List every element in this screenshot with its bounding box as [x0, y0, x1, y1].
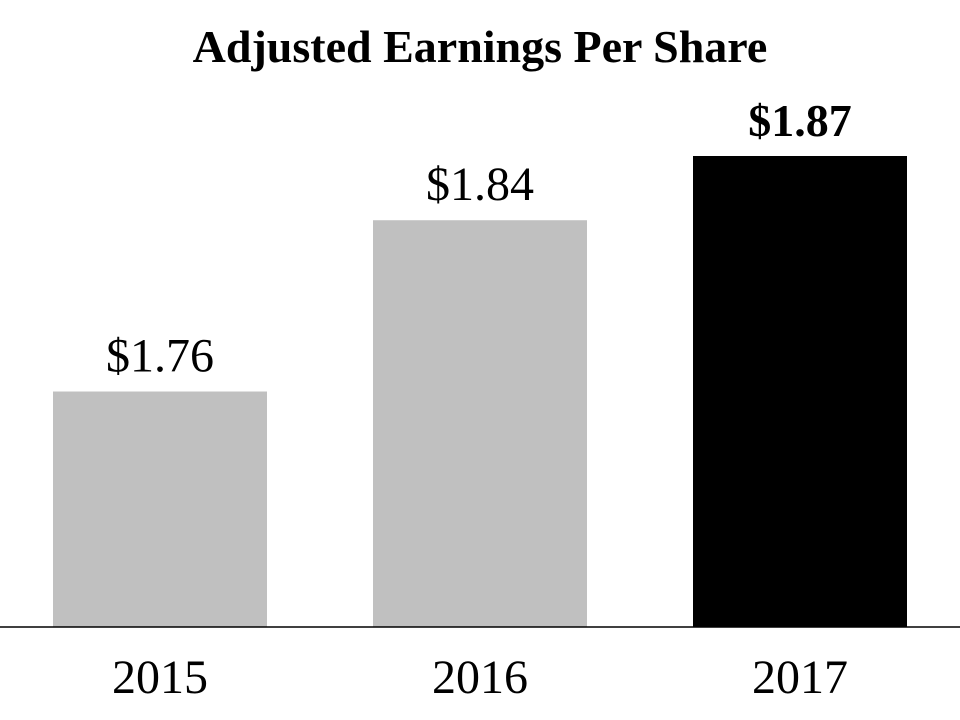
bar — [53, 391, 267, 627]
x-tick-label: 2017 — [752, 651, 848, 704]
chart-title: Adjusted Earnings Per Share — [193, 21, 768, 72]
x-tick-label: 2016 — [432, 651, 528, 704]
value-label: $1.84 — [426, 158, 534, 211]
value-label: $1.87 — [748, 95, 852, 146]
bar — [693, 156, 907, 627]
value-label: $1.76 — [106, 330, 214, 383]
bar — [373, 220, 587, 627]
x-tick-label: 2015 — [112, 651, 208, 704]
